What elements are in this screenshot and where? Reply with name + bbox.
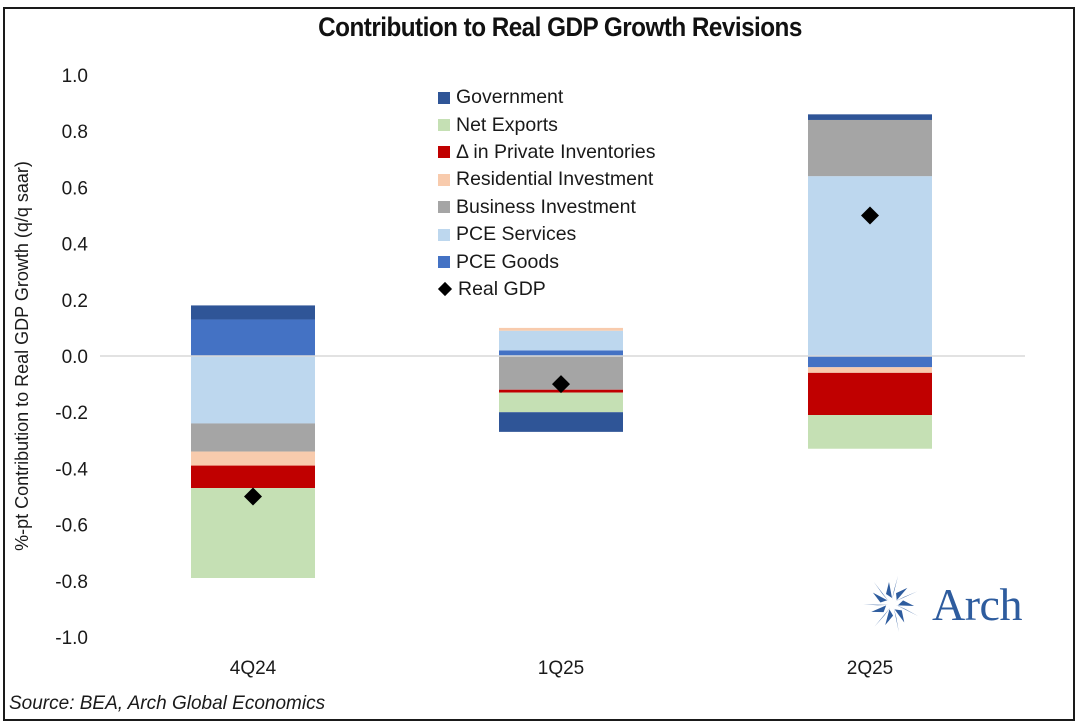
y-tick-label: -0.8: [55, 572, 88, 593]
y-tick-label: -0.6: [55, 516, 88, 537]
y-tick-label: 0.0: [62, 347, 88, 368]
y-tick-label: 0.4: [62, 235, 89, 256]
real-gdp-marker-1q25: [552, 375, 570, 394]
legend-label: PCE Goods: [456, 250, 559, 273]
legend-swatch: [438, 256, 450, 269]
legend-swatch: [438, 146, 450, 159]
real-gdp-markers: [244, 206, 879, 506]
legend-label: Government: [456, 86, 564, 109]
bar-segment-net-exports-2q25: [808, 415, 932, 449]
legend-label: Residential Investment: [456, 168, 654, 191]
y-tick-label: -1.0: [55, 628, 88, 649]
logo-text: Arch: [932, 578, 1022, 630]
legend-item-pce-goods: PCE Goods: [438, 248, 655, 275]
legend-swatch: [438, 173, 450, 186]
legend-label: Net Exports: [456, 113, 558, 136]
legend-label: Δ in Private Inventories: [456, 140, 656, 163]
legend-item-private-inventories: Δ in Private Inventories: [438, 139, 655, 166]
bar-segment-government-2q25: [808, 114, 932, 120]
legend-swatch: [438, 228, 450, 241]
arch-logo: Arch: [860, 572, 1022, 636]
legend-item-business-investment: Business Investment: [438, 194, 655, 221]
x-axis-ticks: 4Q24 1Q25 2Q25: [230, 658, 893, 679]
legend-label: Business Investment: [456, 195, 636, 218]
legend-swatch: [438, 201, 450, 214]
legend-item-government: Government: [438, 84, 655, 111]
bar-segment-residential-investment-4q24: [191, 451, 315, 466]
legend-swatch: [438, 119, 450, 132]
bar-segment-residential-investment-2q25: [808, 367, 932, 373]
real-gdp-marker-4q24: [244, 487, 262, 506]
x-tick-label: 1Q25: [538, 658, 584, 679]
y-axis-label: %-pt Contribution to Real GDP Growth (q/…: [12, 161, 32, 551]
bar-segment-business-investment-2q25: [808, 119, 932, 177]
source-note: Source: BEA, Arch Global Economics: [9, 693, 326, 714]
y-tick-label: 0.6: [62, 178, 88, 199]
bar-segment-in-private-inventories-4q24: [191, 465, 315, 489]
bar-segment-government-1q25: [499, 412, 623, 432]
y-tick-label: 0.8: [62, 122, 88, 143]
y-tick-label: 0.2: [62, 291, 88, 312]
bar-segment-in-private-inventories-2q25: [808, 372, 932, 416]
legend-label: Real GDP: [458, 277, 546, 300]
bar-segment-pce-services-4q24: [191, 356, 315, 424]
bar-segment-pce-services-1q25: [499, 330, 623, 351]
arch-star-icon: [863, 576, 918, 632]
y-tick-label: 1.0: [62, 66, 88, 87]
y-tick-label: -0.2: [55, 403, 88, 424]
legend-label: PCE Services: [456, 223, 577, 246]
legend-item-real-gdp: Real GDP: [437, 276, 655, 303]
y-axis-ticks: 1.0 0.8 0.6 0.4 0.2 0.0 -0.2 -0.4 -0.6 -0.8 -1.0: [55, 66, 88, 649]
bar-segment-pce-goods-2q25: [808, 356, 932, 368]
bar-segment-government-4q24: [191, 305, 315, 320]
legend-item-residential-investment: Residential Investment: [438, 166, 655, 193]
diamond-marker-icon: [437, 282, 453, 297]
bar-segment-pce-services-2q25: [808, 176, 932, 356]
bar-segment-pce-goods-4q24: [191, 319, 315, 356]
bar-segment-net-exports-1q25: [499, 392, 623, 413]
bar-segment-residential-investment-1q25: [499, 327, 623, 331]
legend-item-net-exports: Net Exports: [438, 111, 655, 138]
legend-swatch: [438, 91, 450, 104]
chart-title: Contribution to Real GDP Growth Revision…: [318, 12, 802, 42]
x-tick-label: 2Q25: [847, 658, 893, 679]
legend-item-pce-services: PCE Services: [438, 221, 655, 248]
bar-segment-business-investment-4q24: [191, 423, 315, 452]
y-tick-label: -0.4: [55, 459, 88, 480]
real-gdp-marker-2q25: [861, 206, 879, 225]
legend: Government Net Exports Δ in Private Inve…: [437, 84, 655, 303]
x-tick-label: 4Q24: [230, 658, 277, 679]
bar-segment-pce-goods-1q25: [499, 350, 623, 356]
